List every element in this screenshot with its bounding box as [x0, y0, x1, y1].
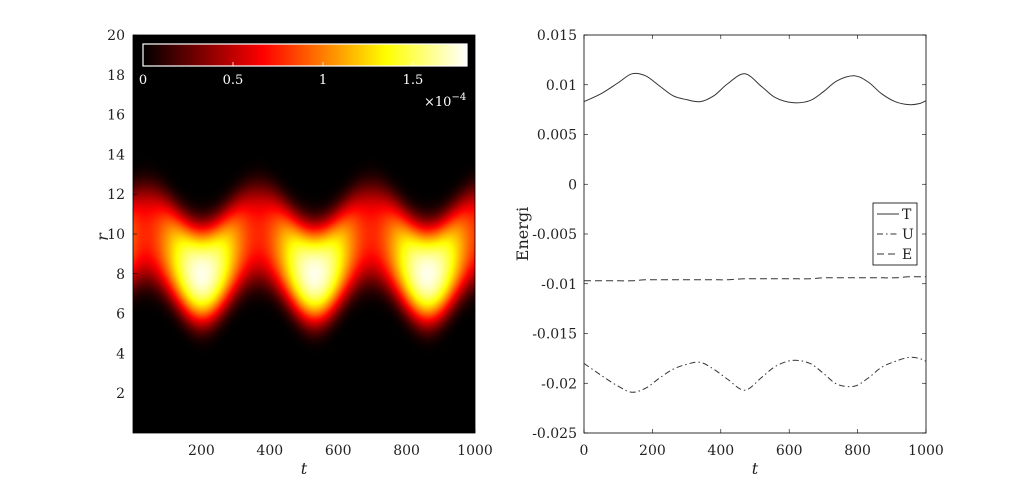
line-x-tick-label: 0 [580, 443, 589, 459]
heatmap-y-tick-label: 16 [107, 108, 125, 124]
line-series-U [583, 356, 927, 393]
line-x-tick-label: 1000 [908, 443, 944, 459]
colorbar-multiplier-exp: −4 [451, 92, 466, 103]
heatmap-y-tick-label: 4 [116, 346, 125, 362]
heatmap-x-ticks: 200 400 600 800 1000 [188, 429, 493, 459]
line-x-tick-label: 400 [707, 443, 734, 459]
heatmap-image-wrap [133, 35, 475, 433]
colorbar-multiplier: ×10−4 [424, 92, 466, 110]
heatmap-x-tick-label: 600 [325, 443, 352, 459]
line-y-tick-label: 0.005 [537, 128, 577, 144]
heatmap-x-tick-label: 200 [188, 443, 215, 459]
heatmap-y-tick-label: 10 [107, 227, 125, 243]
line-y-tick-label: -0.02 [541, 376, 577, 392]
heatmap-x-tick-label: 1000 [457, 443, 493, 459]
line-x-ticks: 0 200 400 600 800 1000 [580, 35, 944, 459]
line-y-tick-label: 0 [568, 177, 577, 193]
line-y-tick-label: -0.01 [541, 277, 577, 293]
heatmap-x-tick-label: 400 [256, 443, 283, 459]
heatmap-y-label: r [93, 232, 112, 241]
heatmap-y-tick-label: 14 [107, 147, 125, 163]
line-y-tick-label: -0.025 [532, 426, 577, 442]
line-panel: 0.015 0.01 0.005 0 -0.005 -0.01 -0.015 -0.02 -0.… [513, 28, 944, 478]
line-x-tick-label: 200 [639, 443, 666, 459]
legend-label-E: E [902, 247, 912, 263]
legend-label-T: T [902, 207, 912, 223]
line-y-label: Energi [513, 207, 532, 261]
colorbar: 0 0.5 1 1.5 ×10−4 [139, 43, 468, 110]
heatmap-y-tick-label: 2 [116, 386, 125, 402]
heatmap-y-tick-label: 8 [116, 267, 125, 283]
heatmap-y-ticks: 2 4 6 8 10 12 14 16 18 20 [107, 28, 137, 402]
colorbar-tick-label: 0 [139, 73, 147, 88]
heatmap-x-tick-label: 800 [393, 443, 420, 459]
heatmap-y-tick-label: 12 [107, 187, 125, 203]
legend-items: TUE [877, 207, 914, 263]
line-x-tick-label: 800 [844, 443, 871, 459]
line-y-tick-label: 0.01 [546, 78, 577, 94]
heatmap-y-tick-label: 18 [107, 68, 125, 84]
line-y-tick-label: -0.005 [532, 227, 577, 243]
line-y-tick-label: 0.015 [537, 28, 577, 44]
legend-label-U: U [902, 227, 914, 243]
colorbar-gradient [142, 43, 468, 67]
heatmap-image [133, 35, 475, 433]
heatmap-x-label: t [301, 459, 308, 478]
legend: TUE [872, 202, 918, 266]
colorbar-tick-label: 0.5 [223, 73, 244, 88]
colorbar-tick-label: 1 [319, 73, 327, 88]
line-series-E [584, 276, 926, 282]
line-y-tick-label: -0.015 [532, 327, 577, 343]
heatmap-y-tick-label: 6 [116, 307, 125, 323]
colorbar-ticks: 0 0.5 1 1.5 [139, 62, 423, 88]
line-series-T [583, 72, 927, 106]
line-x-tick-label: 600 [776, 443, 803, 459]
line-x-label: t [752, 459, 759, 478]
line-series-group [583, 72, 927, 393]
colorbar-tick-label: 1.5 [403, 73, 424, 88]
colorbar-multiplier-base: ×10 [424, 95, 451, 110]
line-y-ticks: 0.015 0.01 0.005 0 -0.005 -0.01 -0.015 -0.02 -0.… [532, 28, 926, 442]
heatmap-y-tick-label: 20 [107, 28, 125, 44]
